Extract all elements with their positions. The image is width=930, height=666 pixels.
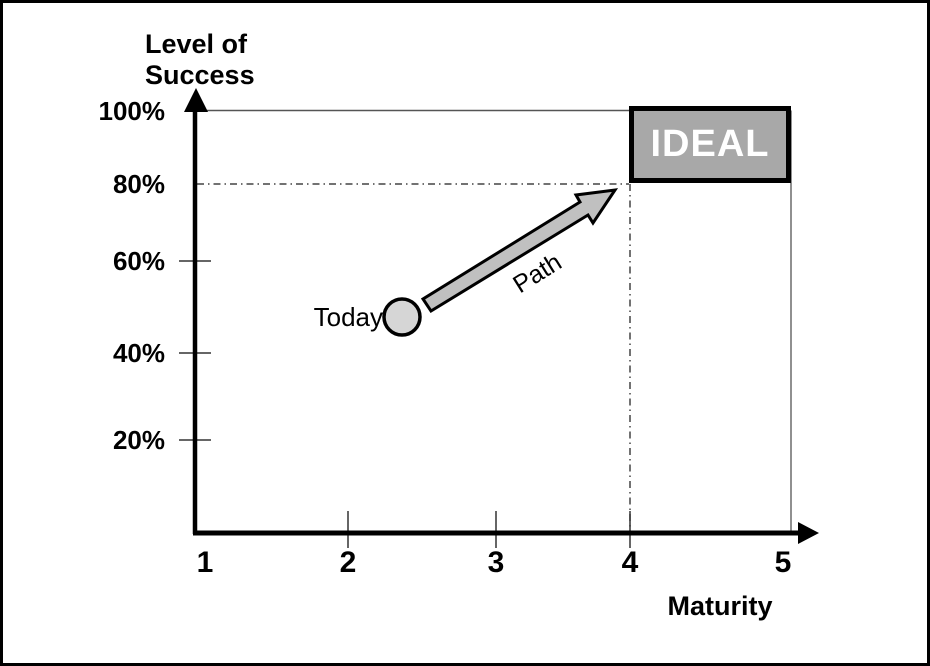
ideal-box [629, 106, 791, 183]
y-tick-label-100: 100% [98, 96, 166, 126]
y-tick-label-60: 60% [112, 246, 165, 276]
y-axis-arrowhead-icon [184, 88, 208, 112]
chart-graphics [179, 88, 819, 548]
x-tick-label-3: 3 [487, 546, 505, 579]
today-label: Today [313, 302, 383, 332]
x-axis-title: Maturity [667, 591, 773, 621]
y-tick-label-80: 80% [112, 169, 165, 199]
path-arrow-icon [420, 188, 619, 314]
x-tick-label-1: 1 [196, 546, 214, 579]
ideal-label: IDEAL [650, 123, 770, 165]
y-tick-label-20: 20% [112, 425, 165, 455]
x-tick-label-5: 5 [774, 546, 792, 579]
x-tick-label-2: 2 [339, 546, 357, 579]
y-tick-label-40: 40% [112, 338, 165, 368]
y-axis-title: Level of Success [145, 29, 255, 90]
x-tick-label-4: 4 [621, 546, 639, 579]
x-axis-arrowhead-icon [798, 522, 819, 544]
today-marker [382, 297, 422, 337]
